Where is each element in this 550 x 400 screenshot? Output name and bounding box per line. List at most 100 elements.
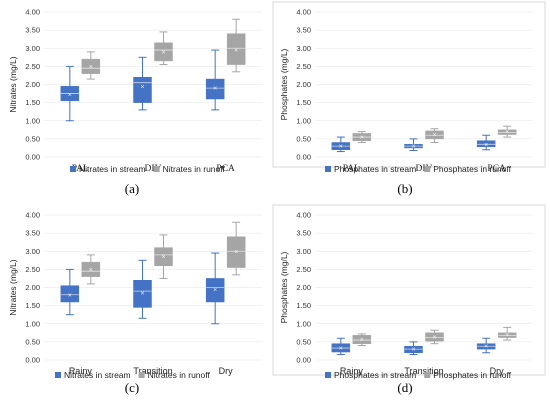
chart-panel-2: 0.00 0.50 1.00 1.50 2.00 2.50 3.00 3.50 4.00 Nitr…: [8, 211, 262, 395]
y-tick-label: 2.00: [25, 283, 40, 292]
iqr-box: [205, 78, 225, 100]
iqr-box: [352, 335, 372, 344]
iqr-box: [226, 33, 246, 65]
box-runoff-2: ×: [497, 125, 517, 138]
box-runoff-1: ×: [425, 329, 444, 345]
mean-marker: ×: [140, 84, 144, 91]
y-tick-label: 0.50: [25, 337, 40, 346]
x-category-label: Rainy: [69, 366, 93, 376]
box-runoff-2: ×: [497, 326, 517, 341]
y-tick-label: 3.00: [25, 247, 40, 256]
y-tick-label: 1.00: [25, 319, 40, 328]
chart-panel-0: 0.00 0.50 1.00 1.50 2.00 2.50 3.00 3.50 4.00 Nitr…: [8, 8, 262, 196]
iqr-box: [226, 236, 246, 268]
y-tick-label: 4.00: [25, 211, 40, 220]
box-stream-1: ×: [133, 56, 152, 111]
x-category-label: Dry: [219, 366, 233, 376]
y-axis-label: Nitrates (mg/L): [8, 56, 18, 112]
y-tick-label: 1.50: [25, 98, 40, 107]
box-stream-2: ×: [205, 252, 225, 325]
y-tick-label: 4.00: [296, 211, 311, 220]
y-tick-label: 3.50: [296, 26, 311, 35]
y-tick-label: 3.50: [296, 229, 311, 238]
legend-entry: Phosphates in stream: [334, 164, 416, 174]
legend-entry: Nitrates in runoff: [148, 370, 211, 380]
y-tick-label: 0.00: [296, 153, 311, 162]
legend-entry: Nitrates in stream: [79, 164, 146, 174]
y-tick-label: 2.00: [25, 80, 40, 89]
box-runoff-0: ×: [352, 131, 372, 143]
mean-marker: ×: [213, 86, 217, 93]
legend-entry: Phosphates in stream: [334, 370, 416, 380]
panel-label: (d): [397, 380, 412, 395]
box-stream-1: ×: [404, 138, 423, 151]
y-tick-label: 0.50: [296, 134, 311, 143]
box-runoff-0: ×: [81, 254, 101, 285]
x-category-label: Rainy: [340, 366, 364, 376]
y-tick-label: 3.00: [296, 44, 311, 53]
mean-marker: ×: [89, 267, 93, 274]
y-axis-label: Nitrates (mg/L): [8, 259, 18, 315]
x-category-label: PAL: [72, 164, 89, 174]
x-category-label: Dry: [490, 366, 504, 376]
iqr-box: [133, 280, 152, 308]
iqr-box: [425, 332, 444, 342]
box-runoff-0: ×: [352, 333, 372, 346]
legend-swatch: [325, 372, 331, 378]
mean-marker: ×: [360, 135, 364, 142]
mean-marker: ×: [432, 132, 436, 139]
mean-marker: ×: [213, 287, 217, 294]
legend-entry: Nitrates in stream: [64, 370, 131, 380]
legend-entry: Phosphates in runoff: [433, 370, 511, 380]
y-tick-label: 2.50: [296, 265, 311, 274]
y-tick-label: 1.00: [296, 319, 311, 328]
box-runoff-1: ×: [425, 128, 444, 143]
panel-label: (a): [125, 181, 139, 196]
y-tick-label: 4.00: [25, 8, 40, 17]
y-tick-label: 0.50: [25, 134, 40, 143]
x-category-label: Transition: [404, 366, 443, 376]
iqr-box: [133, 77, 152, 103]
box-stream-2: ×: [476, 134, 496, 151]
mean-marker: ×: [234, 249, 238, 256]
y-tick-label: 2.50: [296, 62, 311, 71]
x-category-label: PCA: [487, 164, 506, 174]
mean-marker: ×: [339, 144, 343, 151]
mean-marker: ×: [68, 292, 72, 299]
legend-swatch: [424, 166, 431, 172]
box-stream-0: ×: [331, 136, 351, 153]
legend-swatch: [55, 372, 61, 378]
y-tick-label: 4.00: [296, 8, 311, 17]
y-tick-label: 1.00: [296, 116, 311, 125]
mean-marker: ×: [505, 129, 509, 136]
mean-marker: ×: [140, 290, 144, 297]
x-category-label: DIV: [416, 164, 433, 174]
legend-swatch: [424, 372, 431, 378]
panel-label: (c): [125, 380, 139, 395]
legend-swatch: [153, 166, 160, 172]
x-category-label: PCA: [216, 164, 235, 174]
mean-marker: ×: [68, 92, 72, 99]
y-tick-label: 2.50: [25, 62, 40, 71]
y-tick-label: 3.50: [25, 229, 40, 238]
y-tick-label: 3.00: [25, 44, 40, 53]
y-tick-label: 2.50: [25, 265, 40, 274]
y-tick-label: 2.00: [296, 80, 311, 89]
mean-marker: ×: [89, 64, 93, 71]
iqr-box: [81, 261, 101, 277]
mean-marker: ×: [360, 337, 364, 344]
legend-swatch: [325, 166, 331, 172]
mean-marker: ×: [161, 49, 165, 56]
y-tick-label: 2.00: [296, 283, 311, 292]
y-tick-label: 3.50: [25, 26, 40, 35]
y-tick-label: 1.50: [296, 301, 311, 310]
mean-marker: ×: [411, 347, 415, 354]
x-category-label: Transition: [133, 366, 172, 376]
mean-marker: ×: [411, 144, 415, 151]
iqr-box: [205, 278, 225, 303]
mean-marker: ×: [484, 142, 488, 149]
box-runoff-1: ×: [154, 31, 173, 66]
box-runoff-0: ×: [81, 51, 101, 80]
mean-marker: ×: [505, 332, 509, 339]
